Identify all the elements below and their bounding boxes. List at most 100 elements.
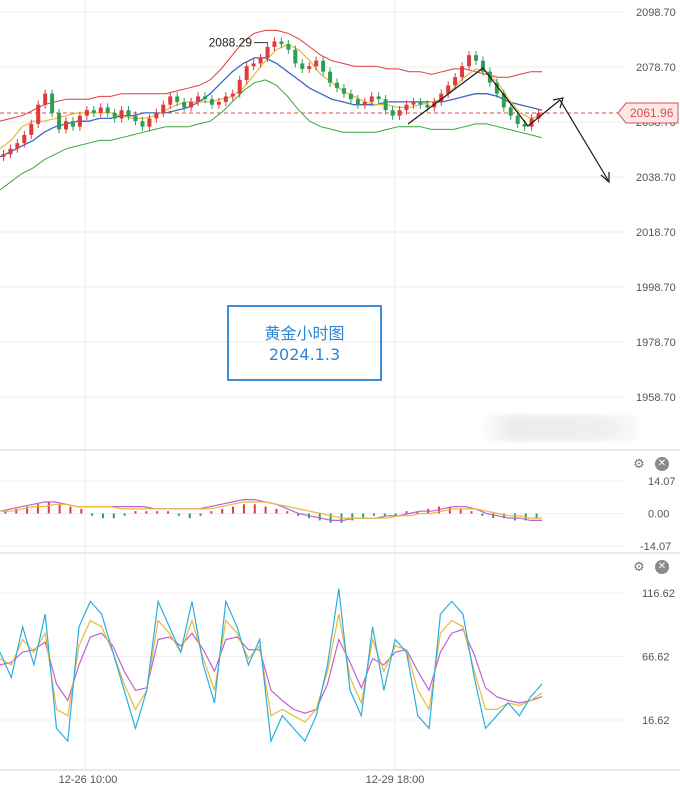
candle-body xyxy=(286,44,291,50)
candle-body xyxy=(77,115,82,127)
time-axis-tick-label: 12-26 10:00 xyxy=(59,774,118,786)
candle-body xyxy=(147,118,152,127)
kdj-k-line xyxy=(0,613,543,723)
annotation-box: 黄金小时图 2024.1.3 xyxy=(227,305,382,381)
candle-body xyxy=(522,123,527,127)
candle-body xyxy=(300,63,305,69)
candle-body xyxy=(404,104,409,111)
candle-body xyxy=(321,60,326,72)
price-axis-tick-label: 1958.70 xyxy=(636,392,676,404)
candle-body xyxy=(494,82,499,94)
candle-body xyxy=(335,82,340,89)
candle-body xyxy=(279,41,284,45)
candle-body xyxy=(209,99,214,105)
candle-body xyxy=(36,104,41,124)
candle-body xyxy=(355,99,360,105)
candle-body xyxy=(473,55,478,61)
kdj-panel xyxy=(0,588,543,744)
price-axis-tick-label: 2098.70 xyxy=(636,7,676,19)
candle-body xyxy=(501,93,506,108)
candle-body xyxy=(460,66,465,78)
axes: 2098.702078.702058.702038.702018.701998.… xyxy=(59,7,679,786)
candle-body xyxy=(175,96,180,102)
current-price-label: 2061.96 xyxy=(630,106,674,120)
candle-body xyxy=(216,101,221,105)
price-axis-tick-label: 2038.70 xyxy=(636,172,676,184)
bollinger-middle-line xyxy=(0,57,543,158)
candle-body xyxy=(467,55,472,67)
kdj-d-line xyxy=(0,628,543,714)
candle-body xyxy=(480,60,485,72)
candle-body xyxy=(230,93,235,97)
candle-body xyxy=(189,101,194,108)
candle-body xyxy=(133,115,138,122)
candle-body xyxy=(536,112,541,119)
candle-body xyxy=(140,121,145,127)
candle-body xyxy=(57,112,62,130)
candle-body xyxy=(105,107,110,113)
candle-body xyxy=(91,110,96,113)
bollinger-lower-line xyxy=(0,79,543,191)
candle-body xyxy=(314,60,319,67)
candle-body xyxy=(112,112,117,119)
arrow-head xyxy=(600,172,610,184)
candle-body xyxy=(50,93,55,113)
annotation-date: 2024.1.3 xyxy=(268,345,341,364)
arrow-head xyxy=(552,97,564,109)
candle-body xyxy=(251,63,256,67)
bollinger-upper-line xyxy=(0,29,542,122)
price-axis-tick-label: 2018.70 xyxy=(636,227,676,239)
candle-body xyxy=(508,107,513,116)
grid xyxy=(0,0,680,771)
candle-body xyxy=(154,112,159,119)
candle-body xyxy=(376,96,381,100)
candle-body xyxy=(202,96,207,100)
price-axis-tick-label: 1998.70 xyxy=(636,282,676,294)
candle-body xyxy=(362,101,367,105)
candle-body xyxy=(64,121,69,130)
candle-body xyxy=(168,96,173,105)
price-axis-tick-label: 2078.70 xyxy=(636,62,676,74)
candle-body xyxy=(446,85,451,94)
candle-body xyxy=(8,148,13,155)
blurred-watermark xyxy=(482,415,640,441)
kdj-axis-tick-label: 66.62 xyxy=(642,652,670,664)
candle-body xyxy=(15,143,20,149)
macd-axis-tick-label: 14.07 xyxy=(648,476,676,488)
candle-body xyxy=(369,96,374,102)
candle-body xyxy=(307,66,312,69)
candle-body xyxy=(439,93,444,102)
kdj-close-icon[interactable]: ✕ xyxy=(655,560,669,574)
time-axis-tick-label: 12-29 18:00 xyxy=(366,774,425,786)
macd-close-icon[interactable]: ✕ xyxy=(655,457,669,471)
macd-signal-line xyxy=(0,501,542,519)
forecast-arrow-line xyxy=(559,99,609,181)
candle-body xyxy=(237,79,242,94)
candle-body xyxy=(70,121,75,127)
kdj-settings-gear-icon[interactable]: ⚙ xyxy=(633,559,645,574)
candle-body xyxy=(84,110,89,116)
candle-body xyxy=(98,107,103,113)
candle-body xyxy=(161,104,166,113)
candle-body xyxy=(411,101,416,105)
candle-body xyxy=(196,96,201,102)
moving-average-line xyxy=(0,43,543,150)
macd-axis-tick-label: -14.07 xyxy=(640,541,671,553)
candle-body xyxy=(1,154,6,157)
high-price-label: 2088.29 xyxy=(209,36,253,50)
candle-body xyxy=(258,57,263,64)
kdj-axis-tick-label: 16.62 xyxy=(642,715,670,727)
candle-body xyxy=(29,123,34,135)
candle-body xyxy=(223,96,228,102)
candle-body xyxy=(126,110,131,116)
candle-body xyxy=(182,101,187,108)
candle-body xyxy=(293,49,298,64)
candle-body xyxy=(383,99,388,111)
macd-settings-gear-icon[interactable]: ⚙ xyxy=(633,456,645,471)
price-panel: 2088.29 xyxy=(0,29,625,191)
candle-body xyxy=(265,46,270,58)
candle-body xyxy=(390,110,395,116)
candle-body xyxy=(515,115,520,124)
candle-body xyxy=(119,110,124,119)
